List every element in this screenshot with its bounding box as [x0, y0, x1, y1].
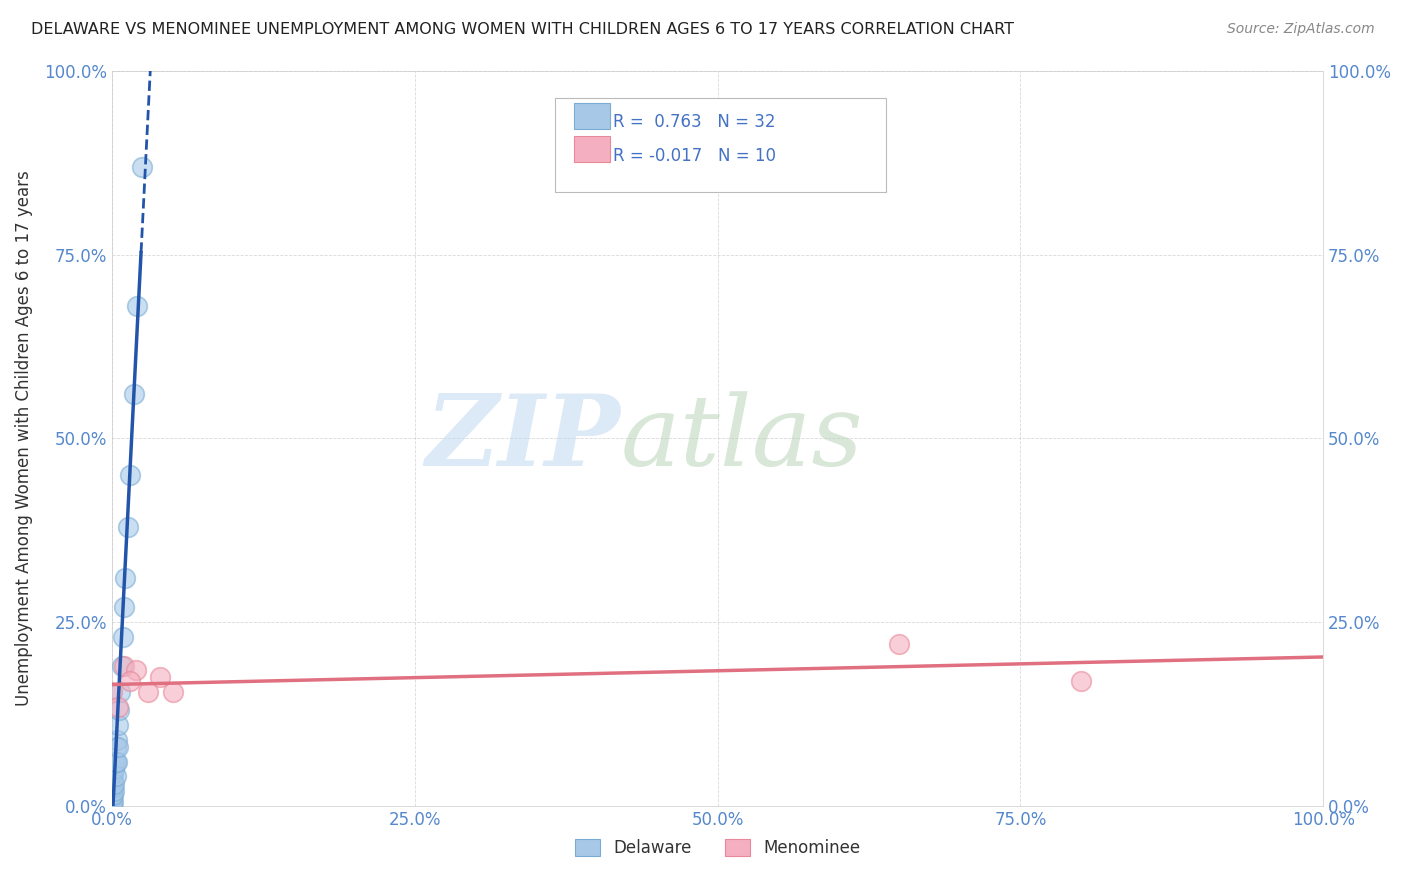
Point: [103, 784, 125, 798]
Point: [111, 630, 134, 644]
Point: [889, 637, 911, 651]
Point: [127, 299, 149, 313]
Point: [107, 718, 129, 732]
Point: [120, 468, 142, 483]
Point: [112, 659, 135, 673]
Point: [120, 673, 142, 688]
Point: [104, 769, 127, 783]
Point: [101, 685, 124, 699]
Text: DELAWARE VS MENOMINEE UNEMPLOYMENT AMONG WOMEN WITH CHILDREN AGES 6 TO 17 YEARS : DELAWARE VS MENOMINEE UNEMPLOYMENT AMONG…: [31, 22, 1014, 37]
Point: [105, 755, 128, 769]
Point: [103, 795, 125, 809]
Point: [103, 762, 125, 776]
Point: [122, 387, 145, 401]
Text: R = -0.017   N = 10: R = -0.017 N = 10: [613, 147, 776, 165]
Text: atlas: atlas: [620, 391, 863, 486]
Point: [114, 571, 136, 585]
Point: [103, 780, 125, 795]
Y-axis label: Unemployment Among Women with Children Ages 6 to 17 years: Unemployment Among Women with Children A…: [15, 170, 32, 706]
Point: [103, 755, 125, 769]
Point: [104, 739, 127, 754]
Point: [111, 659, 134, 673]
Point: [162, 685, 184, 699]
Text: ZIP: ZIP: [426, 390, 620, 487]
Point: [125, 663, 148, 677]
Point: [112, 600, 135, 615]
Point: [103, 765, 125, 780]
Point: [108, 703, 131, 717]
Point: [107, 699, 129, 714]
Point: [101, 798, 124, 813]
Point: [101, 795, 124, 809]
Point: [110, 685, 132, 699]
Point: [101, 788, 124, 802]
Point: [104, 755, 127, 769]
Point: [1070, 673, 1092, 688]
Text: R =  0.763   N = 32: R = 0.763 N = 32: [613, 113, 776, 131]
Point: [131, 160, 153, 174]
Point: [101, 791, 124, 805]
Point: [103, 777, 125, 791]
Point: [107, 739, 129, 754]
Legend: Delaware, Menominee: Delaware, Menominee: [568, 832, 868, 863]
Point: [149, 670, 172, 684]
Point: [103, 772, 125, 787]
Point: [105, 732, 128, 747]
Text: Source: ZipAtlas.com: Source: ZipAtlas.com: [1227, 22, 1375, 37]
Point: [117, 519, 139, 533]
Point: [101, 784, 124, 798]
Point: [103, 788, 125, 802]
Point: [136, 685, 159, 699]
